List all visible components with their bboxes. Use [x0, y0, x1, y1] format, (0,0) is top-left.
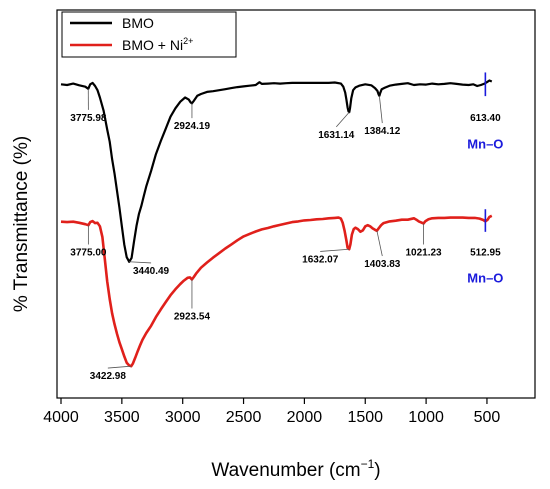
peak-leader	[378, 95, 383, 124]
peak-label: 1384.12	[364, 126, 401, 137]
peak-label: 2924.19	[174, 121, 211, 132]
peak-leader	[129, 261, 152, 264]
annotation-layer: 3775.98 2924.19 3440.49 1631.14 1384.12 3775.…	[70, 72, 503, 382]
mn-o-label: Mn–O	[467, 137, 503, 152]
peak-label: 3775.00	[70, 248, 107, 259]
x-tick-label: 500	[474, 409, 501, 426]
x-tick-label: 1000	[408, 409, 444, 426]
y-axis-title: % Transmittance (%)	[11, 136, 32, 312]
peak-label: 2923.54	[174, 312, 211, 323]
peak-leader	[320, 248, 350, 252]
series-line-bmo-ni	[60, 214, 493, 368]
x-tick-label: 1500	[347, 409, 383, 426]
legend: BMO BMO + Ni2+	[61, 11, 237, 58]
x-tick-label: 4000	[43, 409, 79, 426]
peak-label: 3422.98	[90, 371, 127, 382]
peak-label: 1403.83	[364, 259, 401, 270]
plot-frame	[56, 9, 536, 399]
peak-leader	[376, 230, 383, 257]
legend-label-bmo-ni: BMO + Ni2+	[122, 36, 193, 53]
peak-leader	[335, 111, 350, 128]
x-tick-label: 2500	[226, 409, 262, 426]
x-tick-label: 3000	[165, 409, 201, 426]
peak-leader	[107, 365, 132, 369]
x-axis-title: Wavenumber (cm−1)	[211, 457, 380, 481]
peak-label: 1021.23	[405, 248, 442, 259]
peak-label: 1631.14	[318, 130, 355, 141]
legend-label-bmo: BMO	[122, 15, 154, 31]
mn-o-label: Mn–O	[467, 270, 503, 285]
x-axis: 4000 3500 3000 2500 2000 1500 1000 500	[43, 398, 500, 426]
peak-label: 3775.98	[70, 113, 107, 124]
mn-o-wavenumber-label: 613.40	[470, 113, 501, 124]
x-tick-label: 2000	[287, 409, 323, 426]
x-tick-label: 3500	[104, 409, 140, 426]
legend-box	[61, 11, 237, 58]
peak-label: 3440.49	[133, 266, 170, 277]
series-layer	[60, 79, 493, 368]
peak-label: 1632.07	[302, 254, 339, 265]
series-line-bmo	[60, 79, 493, 263]
mn-o-wavenumber-label: 512.95	[470, 248, 501, 259]
